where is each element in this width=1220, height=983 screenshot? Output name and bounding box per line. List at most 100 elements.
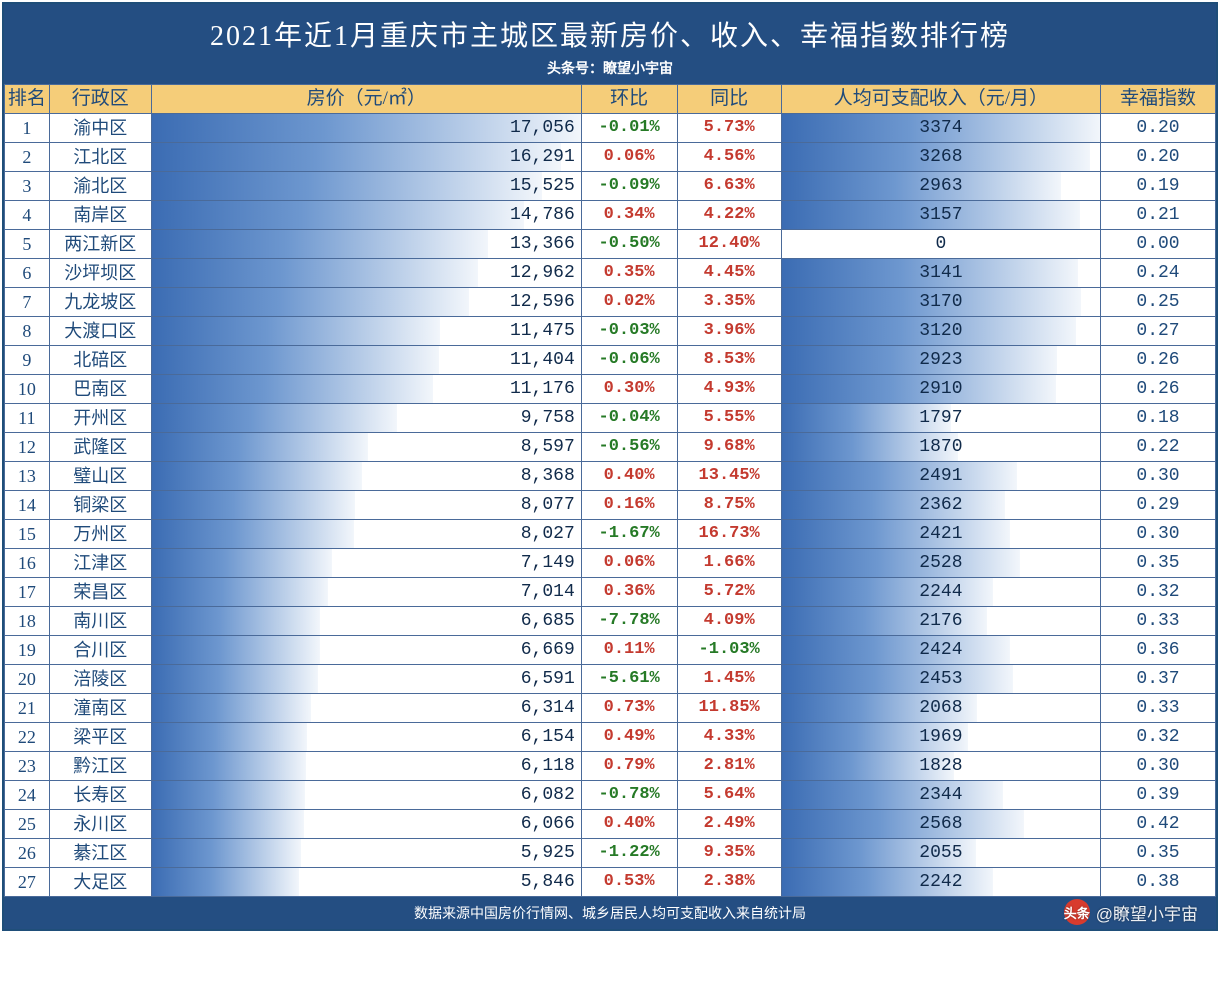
income-value: 3268 (782, 143, 1100, 171)
table-row: 12武隆区8,597-0.56%9.68%18700.22 (5, 433, 1216, 462)
header-row: 排名 行政区 房价（元/㎡） 环比 同比 人均可支配收入（元/月） 幸福指数 (5, 85, 1216, 114)
cell-happy: 0.30 (1101, 462, 1216, 491)
cell-rank: 4 (5, 201, 50, 230)
cell-mom: -0.56% (581, 433, 677, 462)
price-value: 11,475 (510, 317, 575, 345)
cell-mom: 0.49% (581, 723, 677, 752)
cell-mom: 0.34% (581, 201, 677, 230)
cell-mom: 0.40% (581, 810, 677, 839)
table-row: 13璧山区8,3680.40%13.45%24910.30 (5, 462, 1216, 491)
price-value: 15,525 (510, 172, 575, 200)
cell-happy: 0.30 (1101, 752, 1216, 781)
price-value: 6,154 (521, 723, 575, 751)
cell-happy: 0.35 (1101, 839, 1216, 868)
header-income: 人均可支配收入（元/月） (781, 85, 1100, 114)
table-row: 22梁平区6,1540.49%4.33%19690.32 (5, 723, 1216, 752)
table-row: 3渝北区15,525-0.09%6.63%29630.19 (5, 172, 1216, 201)
cell-price: 6,591 (151, 665, 581, 694)
watermark: 头条 @瞭望小宇宙 (1064, 899, 1198, 925)
watermark-logo-icon: 头条 (1064, 899, 1090, 925)
cell-price: 6,314 (151, 694, 581, 723)
cell-happy: 0.37 (1101, 665, 1216, 694)
price-bar (152, 317, 441, 345)
cell-mom: 0.02% (581, 288, 677, 317)
cell-price: 6,154 (151, 723, 581, 752)
cell-happy: 0.35 (1101, 549, 1216, 578)
cell-income: 3170 (781, 288, 1100, 317)
price-bar (152, 259, 478, 287)
price-bar (152, 143, 562, 171)
price-bar (152, 665, 318, 693)
cell-rank: 19 (5, 636, 50, 665)
cell-rank: 2 (5, 143, 50, 172)
header-happy: 幸福指数 (1101, 85, 1216, 114)
cell-income: 2362 (781, 491, 1100, 520)
price-value: 11,176 (510, 375, 575, 403)
cell-price: 12,596 (151, 288, 581, 317)
cell-rank: 16 (5, 549, 50, 578)
cell-yoy: 4.09% (677, 607, 781, 636)
cell-yoy: 3.35% (677, 288, 781, 317)
income-value: 0 (782, 230, 1100, 258)
header-district: 行政区 (49, 85, 151, 114)
cell-mom: 0.79% (581, 752, 677, 781)
cell-rank: 13 (5, 462, 50, 491)
table-row: 24长寿区6,082-0.78%5.64%23440.39 (5, 781, 1216, 810)
cell-price: 8,368 (151, 462, 581, 491)
income-value: 2176 (782, 607, 1100, 635)
cell-yoy: 12.40% (677, 230, 781, 259)
cell-happy: 0.24 (1101, 259, 1216, 288)
cell-price: 6,118 (151, 752, 581, 781)
cell-mom: 0.11% (581, 636, 677, 665)
cell-happy: 0.21 (1101, 201, 1216, 230)
cell-price: 9,758 (151, 404, 581, 433)
cell-district: 渝北区 (49, 172, 151, 201)
cell-district: 永川区 (49, 810, 151, 839)
cell-district: 北碚区 (49, 346, 151, 375)
cell-happy: 0.26 (1101, 375, 1216, 404)
price-value: 6,669 (521, 636, 575, 664)
cell-price: 6,082 (151, 781, 581, 810)
cell-rank: 15 (5, 520, 50, 549)
cell-income: 2068 (781, 694, 1100, 723)
price-bar (152, 346, 439, 374)
footer-area: 数据来源中国房价行情网、城乡居民人均可支配收入来自统计局 头条 @瞭望小宇宙 (4, 897, 1216, 929)
cell-yoy: 1.45% (677, 665, 781, 694)
cell-rank: 12 (5, 433, 50, 462)
cell-income: 3268 (781, 143, 1100, 172)
cell-price: 8,027 (151, 520, 581, 549)
cell-district: 九龙坡区 (49, 288, 151, 317)
income-value: 2362 (782, 491, 1100, 519)
cell-price: 5,846 (151, 868, 581, 897)
price-value: 8,077 (521, 491, 575, 519)
cell-happy: 0.18 (1101, 404, 1216, 433)
cell-income: 3120 (781, 317, 1100, 346)
income-value: 2244 (782, 578, 1100, 606)
cell-happy: 0.20 (1101, 143, 1216, 172)
cell-district: 合川区 (49, 636, 151, 665)
cell-rank: 25 (5, 810, 50, 839)
price-bar (152, 868, 299, 896)
table-body: 1渝中区17,056-0.01%5.73%33740.202江北区16,2910… (5, 114, 1216, 897)
table-row: 19合川区6,6690.11%-1.03%24240.36 (5, 636, 1216, 665)
cell-income: 1870 (781, 433, 1100, 462)
price-bar (152, 288, 469, 316)
cell-rank: 6 (5, 259, 50, 288)
header-price: 房价（元/㎡） (151, 85, 581, 114)
income-value: 2424 (782, 636, 1100, 664)
cell-income: 1969 (781, 723, 1100, 752)
cell-income: 0 (781, 230, 1100, 259)
cell-district: 南川区 (49, 607, 151, 636)
cell-happy: 0.22 (1101, 433, 1216, 462)
cell-price: 8,077 (151, 491, 581, 520)
cell-rank: 7 (5, 288, 50, 317)
table-row: 10巴南区11,1760.30%4.93%29100.26 (5, 375, 1216, 404)
cell-happy: 0.25 (1101, 288, 1216, 317)
price-bar (152, 201, 524, 229)
table-row: 23黔江区6,1180.79%2.81%18280.30 (5, 752, 1216, 781)
cell-yoy: 4.93% (677, 375, 781, 404)
income-value: 2344 (782, 781, 1100, 809)
cell-happy: 0.42 (1101, 810, 1216, 839)
cell-district: 南岸区 (49, 201, 151, 230)
header-rank: 排名 (5, 85, 50, 114)
